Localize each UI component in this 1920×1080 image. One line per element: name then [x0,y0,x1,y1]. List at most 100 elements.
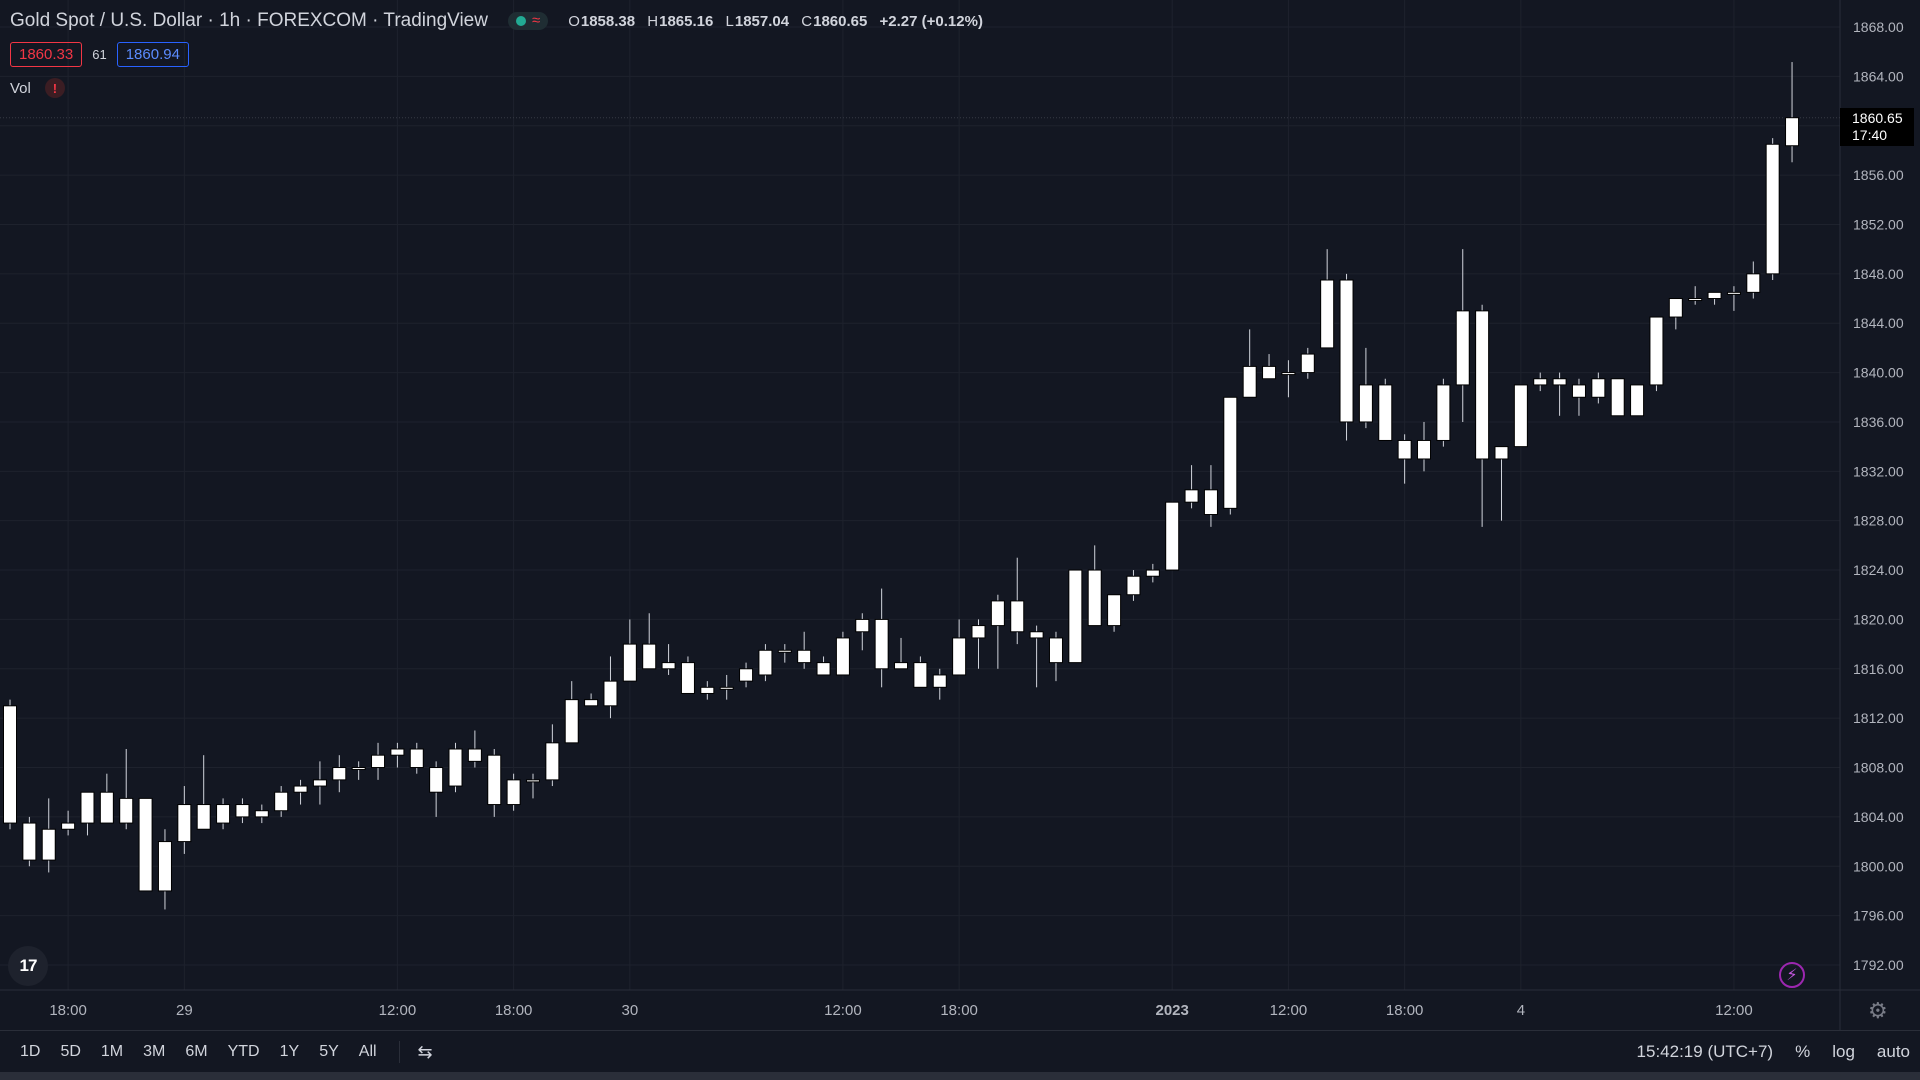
candle-body [584,699,599,707]
price-tick-label: 1824.00 [1853,562,1904,578]
range-all-button[interactable]: All [358,1043,377,1060]
clock-time[interactable]: 15:42:19 (UTC+7) [1636,1042,1774,1061]
market-open-dot-icon [515,16,526,26]
candle [293,779,308,805]
price-tick-label: 1840.00 [1853,365,1904,381]
candle-body [1475,310,1490,460]
candle [1397,434,1412,484]
candle-body [1165,501,1180,571]
price-tick-label: 1848.00 [1853,266,1904,282]
candle [429,761,444,817]
bid-ask-row: 1860.33 61 1860.94 [10,42,189,67]
candle [1339,273,1354,441]
time-tick-label: 12:00 [824,1002,862,1019]
range-1y-button[interactable]: 1Y [279,1043,300,1060]
candle [603,656,618,719]
candle-body [3,705,17,824]
candle [1320,249,1335,349]
candle [1262,354,1277,380]
symbol-header: Gold Spot / U.S. Dollar · 1h · FOREXCOM … [10,8,991,34]
chart-grid [0,0,1920,1030]
ohlc-values: O1858.38 H1865.16 L1857.04 C1860.65 +2.2… [568,13,991,30]
log-scale-button[interactable]: log [1832,1042,1855,1061]
bottom-scroll-strip [0,1072,1920,1080]
low-value: 1857.04 [734,12,790,30]
candle-body [390,748,405,756]
candle [274,786,289,817]
volume-label[interactable]: Vol [10,79,31,97]
candle [1765,138,1780,281]
buy-price-button[interactable]: 1860.94 [116,42,189,67]
auto-scale-button[interactable]: auto [1876,1042,1910,1061]
range-6m-button[interactable]: 6M [185,1043,208,1060]
range-5d-button[interactable]: 5D [60,1043,81,1060]
candle [1649,316,1664,392]
candle-body [661,662,676,670]
close-label: C [801,12,813,30]
price-tick-label: 1864.00 [1853,68,1904,84]
candle-body [874,618,889,670]
candle [622,619,637,682]
price-tick-label: 1836.00 [1853,414,1904,430]
candles-layer [3,62,1800,910]
candle [1048,631,1063,682]
candle [661,644,676,675]
candle-body [487,754,502,806]
candle [719,674,734,700]
candle-body [1610,378,1625,417]
candle-body [1300,353,1315,374]
range-ytd-button[interactable]: YTD [227,1043,260,1060]
candle [894,637,909,670]
candle-body [700,686,715,694]
candle [777,644,792,663]
candle [584,693,599,707]
candle [1300,347,1315,379]
candle-body [777,649,792,653]
price-chart[interactable]: 1792.00 1796.00 1800.00 1804.00 1808.00 1812.… [0,0,1920,1030]
high-value: 1865.16 [659,12,714,30]
candle-body [564,699,579,744]
price-tick-label: 1844.00 [1853,315,1904,331]
market-status[interactable]: ≈ [507,12,549,30]
candle [1068,569,1083,664]
change-value: +2.27 (+0.12%) [879,12,983,30]
price-tick-label: 1816.00 [1853,661,1904,677]
price-tick-label: 1812.00 [1853,710,1904,726]
candle [700,681,715,700]
volume-legend: Vol ! [10,78,65,98]
gear-icon[interactable]: ⚙ [1868,998,1888,1023]
candle-body [603,680,618,707]
candle [390,742,405,768]
range-3m-button[interactable]: 3M [143,1043,166,1060]
symbol-title[interactable]: Gold Spot / U.S. Dollar · 1h · FOREXCOM … [10,10,488,31]
range-1m-button[interactable]: 1M [100,1043,124,1060]
go-to-date-icon[interactable]: ⇆ [417,1041,433,1062]
price-tick-label: 1856.00 [1853,167,1904,183]
lightning-icon[interactable]: ⚡ [1779,962,1805,988]
sell-price-button[interactable]: 1860.33 [10,42,83,67]
time-tick-label: 4 [1517,1002,1525,1019]
range-1d-button[interactable]: 1D [20,1043,41,1060]
candle [119,749,134,830]
candle-body [680,662,695,694]
candle [3,699,17,830]
candle [952,619,967,676]
candle [351,761,366,780]
price-tick-label: 1792.00 [1853,957,1904,973]
candle-body [739,668,754,682]
candle-body [990,600,1005,627]
candle-body [932,674,947,688]
candle-body [351,767,366,771]
candle-body [913,662,928,688]
tradingview-logo-icon[interactable]: 17 [8,946,48,986]
candle-body [138,797,153,892]
range-5y-button[interactable]: 5Y [319,1043,339,1060]
candle [1358,347,1373,429]
high-label: H [647,12,659,30]
candle [1630,384,1645,417]
percent-scale-button[interactable]: % [1795,1042,1811,1061]
candle [1591,372,1606,404]
warning-icon[interactable]: ! [44,78,65,98]
candle [1029,625,1044,688]
candle-body [1281,372,1296,376]
